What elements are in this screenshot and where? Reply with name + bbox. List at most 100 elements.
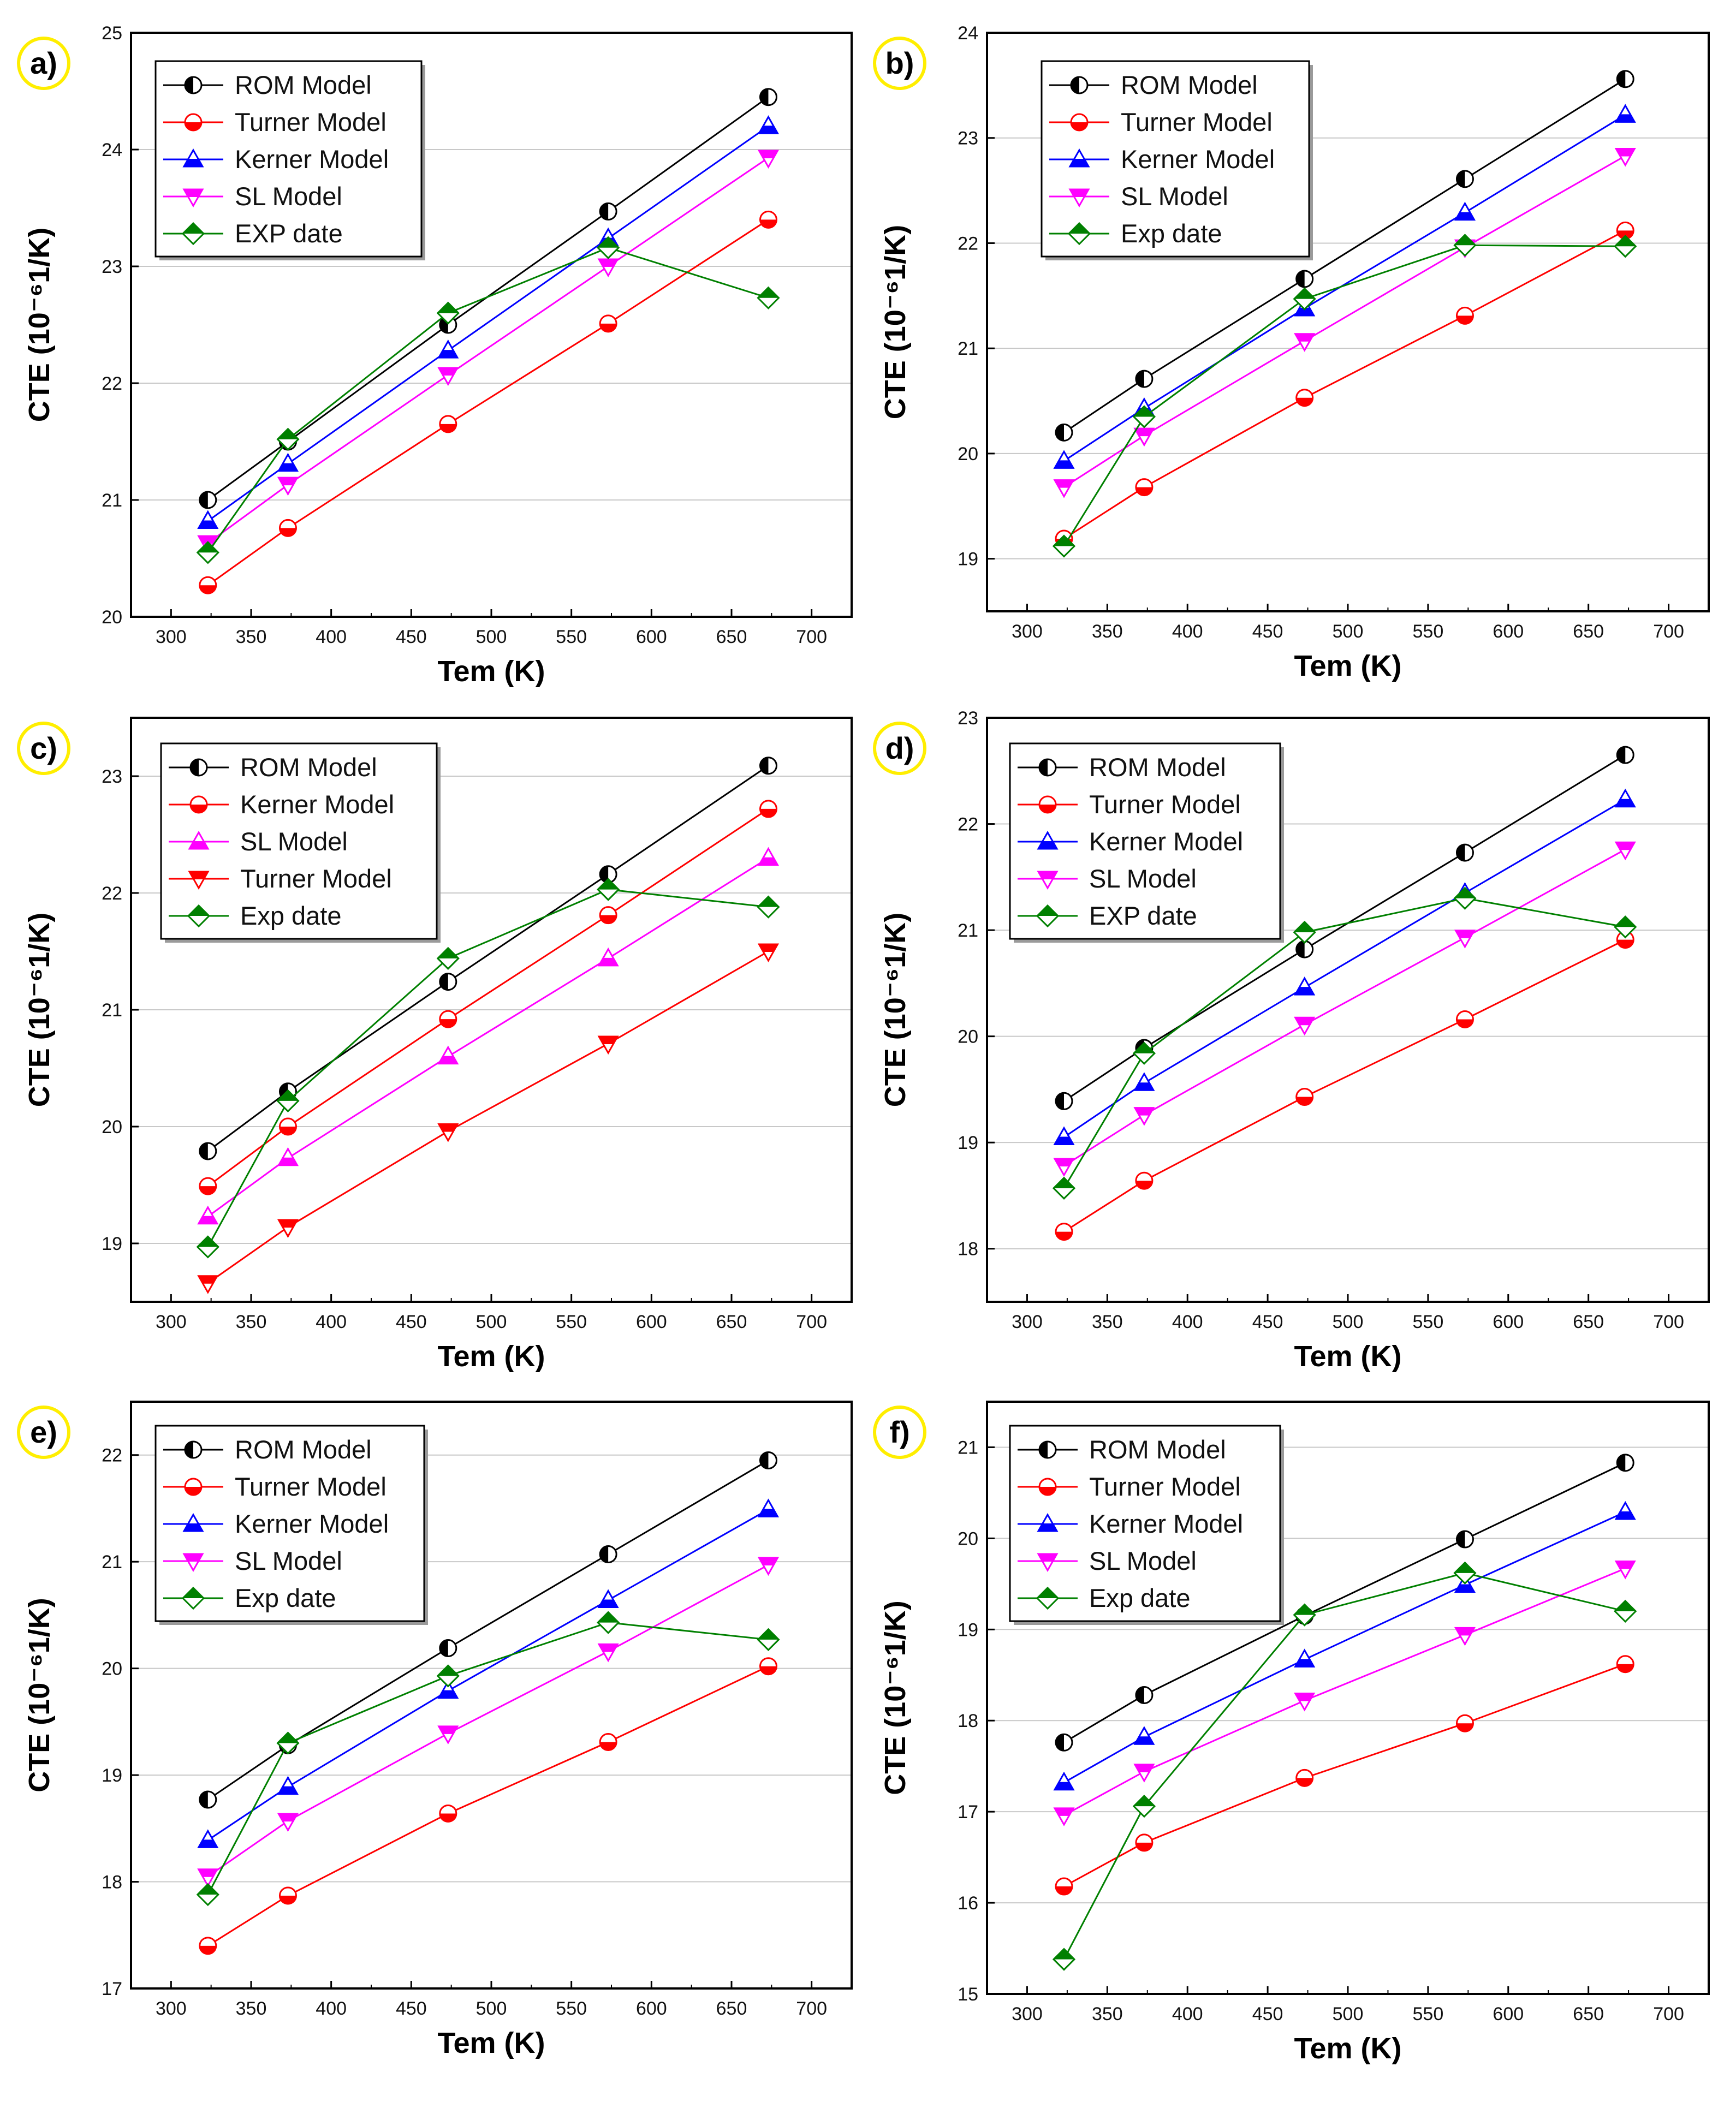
point-marker-fill (1617, 1664, 1634, 1672)
x-tick-label: 300 (156, 1312, 187, 1332)
series-line-exp-date (207, 889, 769, 1248)
data-point-turner-model-573 (599, 314, 617, 333)
y-tick-label: 23 (958, 708, 978, 729)
y-axis-title: CTE (10⁻⁶1/K) (23, 913, 56, 1107)
data-point-exp-date-473 (436, 301, 460, 325)
legend-label: Turner Model (240, 864, 392, 893)
x-tick-label: 350 (236, 1998, 267, 2019)
point-marker-fill (280, 528, 296, 537)
point-marker-fill (198, 1839, 217, 1848)
legend-label: SL Model (1089, 864, 1197, 893)
data-point-rom-model-573 (599, 1545, 617, 1563)
data-point-rom-model-323 (1055, 1733, 1073, 1752)
data-point-rom-model-573 (599, 865, 617, 884)
legend-marker-fill (1069, 223, 1090, 234)
point-marker-fill (438, 1726, 457, 1734)
point-marker-fill (1294, 1604, 1315, 1615)
y-tick-label: 22 (102, 373, 122, 394)
point-marker-fill (199, 585, 216, 594)
panel-badge-ring (873, 722, 926, 775)
point-marker-fill (1616, 842, 1635, 850)
series-exp-date (1052, 1561, 1637, 1971)
legend-label: SL Model (240, 827, 348, 856)
legend-label: ROM Model (1089, 1435, 1226, 1464)
legend-entry-sl-model: SL Model (163, 1546, 342, 1575)
point-marker-fill (1296, 397, 1313, 406)
point-marker-fill (278, 1157, 298, 1165)
data-point-exp-date-373 (276, 1731, 300, 1755)
legend-entry-sl-model: SL Model (169, 827, 348, 856)
series-turner-model (197, 943, 780, 1294)
point-marker-fill (1054, 535, 1075, 546)
data-point-rom-model-673 (1616, 746, 1634, 764)
panel-d: 300 350 400 450 500 550 600 650 700 18 19 20 21 22 23 T… (873, 708, 1710, 1373)
x-tick-label: 550 (1413, 2004, 1444, 2024)
point-marker-fill (599, 957, 618, 966)
data-point-kerner-model-673 (757, 1498, 780, 1517)
legend-marker-fill (188, 906, 209, 916)
legend-label: SL Model (1121, 182, 1228, 211)
panel-label: f) (889, 1415, 909, 1449)
legend-entry-exp-date: EXP date (163, 219, 343, 248)
legend-label: ROM Model (235, 70, 372, 99)
series-line-turner-model (207, 1665, 769, 1947)
point-marker-fill (439, 973, 448, 990)
series-exp-date (1052, 886, 1637, 1200)
point-marker-fill (1456, 1019, 1473, 1028)
data-point-turner-model-673 (1616, 1655, 1634, 1674)
y-tick-label: 24 (958, 23, 978, 44)
data-point-exp-date-323 (196, 1235, 219, 1259)
legend-label: Kerner Model (235, 145, 389, 174)
point-marker-fill (278, 1814, 298, 1822)
panel-badge-ring (17, 722, 70, 775)
legend-entry-exp-date: EXP date (1018, 901, 1197, 930)
panel-badge-ring (17, 1406, 70, 1459)
point-marker-fill (1454, 1562, 1476, 1573)
data-point-kerner-model-673 (1614, 788, 1636, 808)
point-marker-fill (278, 1786, 298, 1794)
point-marker-fill (1615, 1600, 1636, 1611)
y-tick-label: 19 (958, 549, 978, 570)
point-marker-fill (1295, 334, 1314, 342)
series-line-exp-date (207, 1622, 769, 1895)
data-point-sl-model-323 (1053, 1807, 1075, 1826)
data-point-kerner-model-473 (439, 1010, 457, 1028)
point-marker-fill (199, 1791, 208, 1808)
data-point-sl-model-473 (1294, 333, 1316, 352)
data-point-rom-model-573 (599, 202, 617, 221)
data-point-exp-date-473 (1293, 920, 1316, 944)
data-point-exp-date-473 (436, 1664, 460, 1688)
legend-entry-kerner-model: Kerner Model (163, 1509, 389, 1538)
data-point-rom-model-323 (199, 1142, 217, 1160)
data-point-exp-date-323 (196, 1883, 219, 1907)
legend-marker-fill (185, 1487, 201, 1495)
data-point-sl-model-323 (197, 1205, 219, 1225)
legend-marker-fill (1039, 1442, 1048, 1458)
point-marker-fill (197, 1236, 218, 1247)
legend-marker-fill (184, 189, 203, 197)
legend-entry-rom-model: ROM Model (1018, 1435, 1226, 1464)
data-point-sl-model-373 (277, 477, 299, 496)
x-tick-label: 600 (1493, 1312, 1524, 1332)
point-marker-fill (759, 944, 778, 952)
point-marker-fill (1055, 1782, 1074, 1790)
data-point-kerner-model-373 (1133, 1726, 1155, 1745)
legend-label: Kerner Model (1089, 827, 1243, 856)
data-point-turner-model-373 (278, 1886, 297, 1905)
panel-label-badge: c) (17, 722, 70, 775)
data-point-turner-model-573 (599, 1733, 617, 1751)
point-marker-fill (1295, 307, 1314, 315)
legend-label: EXP date (235, 219, 343, 248)
data-point-turner-model-373 (278, 519, 297, 537)
panel-badge-ring (873, 1406, 926, 1459)
series-turner-model (199, 210, 777, 594)
point-marker-fill (1455, 1584, 1475, 1592)
legend-marker-fill (191, 759, 199, 776)
y-tick-label: 16 (958, 1893, 978, 1914)
legend: ROM Model Turner Model Kerner Model SL Mode… (154, 60, 425, 260)
point-marker-fill (1454, 235, 1476, 246)
x-tick-label: 500 (1333, 621, 1364, 642)
data-point-sl-model-323 (1053, 1158, 1075, 1177)
y-tick-label: 20 (102, 607, 122, 628)
